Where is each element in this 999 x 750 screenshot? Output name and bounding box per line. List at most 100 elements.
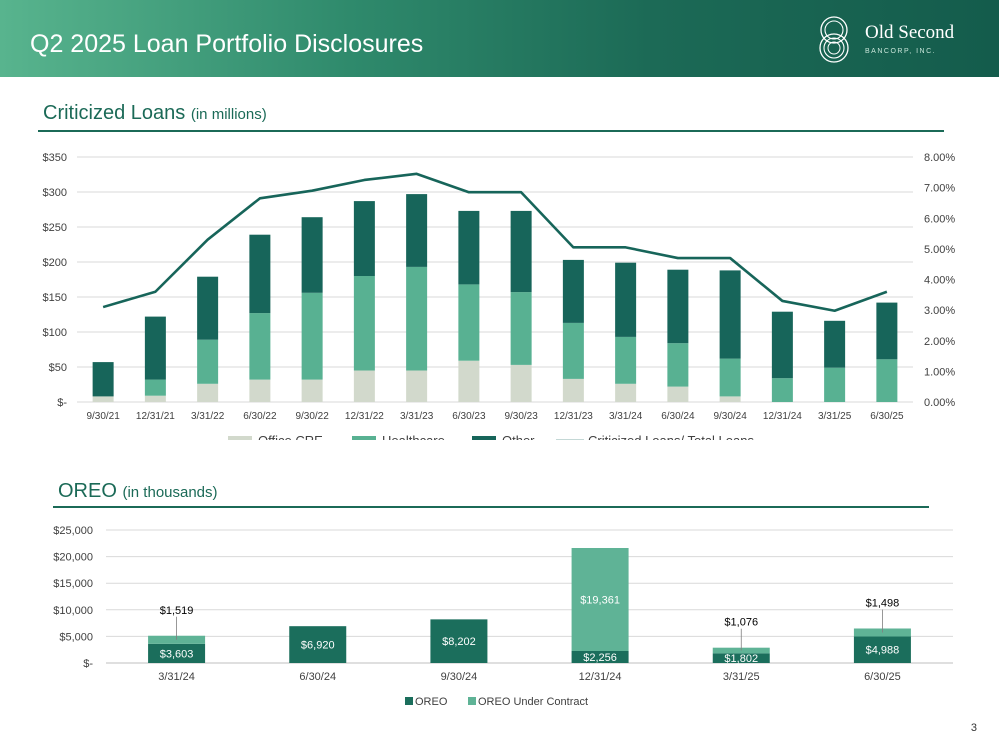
data-label-oreo: $4,988 — [866, 645, 900, 657]
legend-swatch-other — [472, 436, 496, 440]
y-right-tick-label: 2.00% — [924, 336, 955, 348]
bar-other — [510, 210, 532, 293]
legend-swatch-oreo-under-contract — [468, 697, 476, 705]
criticized-loans-title-text: Criticized Loans — [43, 102, 186, 124]
bar-healthcare — [771, 378, 793, 402]
data-label-oreo-under-contract: $1,076 — [724, 617, 758, 629]
y-left-tick-label: $200 — [43, 257, 67, 269]
bar-other — [876, 302, 898, 360]
logo-subtitle: BANCORP, INC. — [865, 48, 937, 55]
criticized-loans-title: Criticized Loans (in millions) — [43, 102, 267, 125]
y-right-tick-label: 3.00% — [924, 305, 955, 317]
y-left-tick-label: $250 — [43, 222, 67, 234]
bar-oreo-under-contract — [571, 547, 629, 651]
x-tick-label: 3/31/25 — [723, 671, 760, 683]
legend-label: Office CRE — [258, 433, 323, 440]
y-right-tick-label: 1.00% — [924, 366, 955, 378]
x-tick-label: 9/30/22 — [295, 411, 329, 422]
y-right-tick-label: 4.00% — [924, 275, 955, 287]
bar-other — [771, 311, 793, 379]
data-label-oreo: $6,920 — [301, 640, 335, 652]
bar-other — [249, 234, 271, 314]
y-left-tick-label: $50 — [49, 362, 67, 374]
bar-other — [353, 201, 375, 276]
bar-other — [667, 269, 689, 344]
bar-office-cre — [719, 396, 741, 402]
bar-office-cre — [667, 386, 689, 402]
bar-office-cre — [510, 364, 532, 402]
y-left-tick-label: $- — [57, 397, 67, 409]
legend-swatch-office-cre — [228, 436, 252, 440]
bar-office-cre — [144, 395, 166, 402]
legend-label: Criticized Loans/ Total Loans — [588, 433, 754, 440]
bar-healthcare — [353, 276, 375, 371]
legend-label: OREO Under Contract — [478, 696, 588, 708]
y-tick-label: $5,000 — [59, 631, 93, 643]
legend-swatch-healthcare — [352, 436, 376, 440]
bar-oreo — [853, 636, 911, 663]
bar-oreo — [430, 619, 488, 663]
bar-office-cre — [92, 396, 114, 402]
y-tick-label: $10,000 — [53, 605, 93, 617]
x-tick-label: 9/30/21 — [86, 411, 120, 422]
bar-other — [824, 320, 846, 368]
data-label-oreo-under-contract: $19,361 — [580, 594, 620, 606]
y-left-tick-label: $300 — [43, 187, 67, 199]
y-left-tick-label: $150 — [43, 292, 67, 304]
x-tick-label: 6/30/24 — [661, 411, 695, 422]
bar-other — [301, 217, 323, 293]
bar-healthcare — [458, 284, 480, 361]
bar-oreo — [289, 626, 347, 663]
bar-healthcare — [301, 292, 323, 380]
x-tick-label: 6/30/25 — [870, 411, 904, 422]
bar-oreo-under-contract — [148, 635, 206, 644]
data-label-oreo: $1,802 — [724, 653, 758, 665]
y-tick-label: $- — [83, 658, 93, 670]
data-label-oreo: $2,256 — [583, 652, 617, 664]
criticized-loans-rule — [38, 130, 944, 132]
x-tick-label: 6/30/24 — [299, 671, 336, 683]
bar-healthcare — [406, 266, 428, 371]
bar-other — [615, 262, 637, 337]
bar-healthcare — [144, 379, 166, 396]
oreo-title-text: OREO — [58, 480, 117, 502]
x-tick-label: 12/31/22 — [345, 411, 384, 422]
oreo-rule — [53, 506, 929, 508]
bar-office-cre — [458, 360, 480, 402]
y-right-tick-label: 6.00% — [924, 213, 955, 225]
data-label-oreo-under-contract: $1,519 — [160, 605, 194, 617]
x-tick-label: 9/30/23 — [504, 411, 538, 422]
x-tick-label: 6/30/25 — [864, 671, 901, 683]
company-logo: Old Second BANCORP, INC. — [810, 14, 990, 66]
interlinked-rings-logo-icon — [819, 16, 849, 63]
y-left-tick-label: $100 — [43, 327, 67, 339]
bar-office-cre — [562, 378, 584, 402]
bar-oreo — [712, 653, 770, 663]
x-tick-label: 12/31/23 — [554, 411, 593, 422]
bar-oreo — [148, 643, 206, 663]
x-tick-label: 9/30/24 — [713, 411, 747, 422]
criticized-ratio-line — [102, 172, 888, 313]
bar-healthcare — [510, 292, 532, 365]
x-tick-label: 12/31/24 — [763, 411, 802, 422]
x-tick-label: 6/30/23 — [452, 411, 486, 422]
bar-healthcare — [249, 313, 271, 380]
x-tick-label: 3/31/22 — [191, 411, 225, 422]
oreo-title: OREO (in thousands) — [58, 480, 218, 503]
bar-other — [197, 276, 219, 340]
bar-office-cre — [353, 370, 375, 402]
x-tick-label: 6/30/22 — [243, 411, 277, 422]
page-title: Q2 2025 Loan Portfolio Disclosures — [30, 30, 424, 58]
bar-other — [458, 210, 480, 285]
oreo-unit: (in thousands) — [122, 484, 218, 501]
data-label-oreo-under-contract: $1,498 — [866, 597, 900, 609]
bar-healthcare — [719, 358, 741, 397]
data-label-oreo: $3,603 — [160, 648, 194, 660]
page-number: 3 — [970, 722, 977, 734]
bar-healthcare — [615, 336, 637, 384]
logo-name: Old Second — [865, 22, 955, 43]
x-tick-label: 9/30/24 — [441, 671, 478, 683]
y-tick-label: $15,000 — [53, 578, 93, 590]
bar-other — [562, 259, 584, 323]
bar-office-cre — [615, 383, 637, 402]
